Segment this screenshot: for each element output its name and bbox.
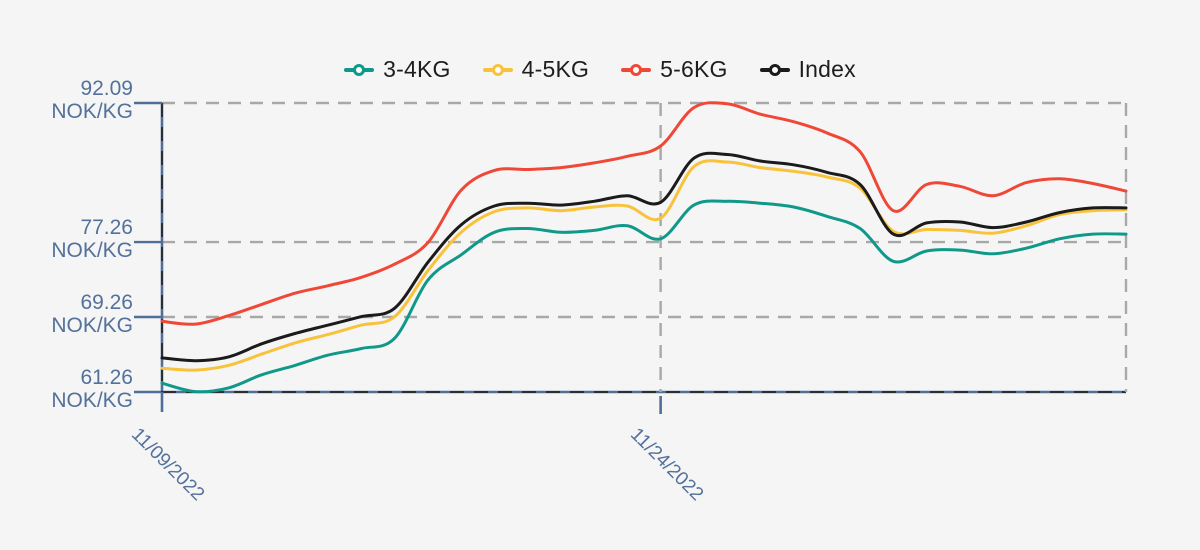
ring-icon bbox=[353, 63, 366, 76]
y-axis-label: 77.26 NOK/KG bbox=[51, 216, 133, 263]
legend-marker-4-5kg-icon bbox=[482, 63, 513, 76]
legend-label: 3-4KG bbox=[383, 56, 451, 82]
legend-item-4-5kg[interactable]: 4-5KG bbox=[482, 56, 590, 83]
series-line-index[interactable] bbox=[160, 151, 1128, 363]
y-axis-label: 61.26 NOK/KG bbox=[51, 366, 133, 412]
legend-label: Index bbox=[798, 56, 856, 82]
legend-marker-3-4kg-icon bbox=[344, 63, 375, 76]
series-line-5-6kg[interactable] bbox=[160, 101, 1128, 326]
legend-item-index[interactable]: Index bbox=[759, 56, 856, 83]
legend: 3-4KG 4-5KG 5-6KG Index bbox=[0, 56, 1200, 83]
y-axis-label: 69.26 NOK/KG bbox=[51, 291, 133, 337]
legend-item-3-4kg[interactable]: 3-4KG bbox=[344, 56, 450, 83]
series-line-4-5kg[interactable] bbox=[160, 159, 1128, 372]
legend-label: 4-5KG bbox=[521, 56, 590, 82]
legend-marker-index-icon bbox=[759, 63, 790, 76]
legend-item-5-6kg[interactable]: 5-6KG bbox=[621, 56, 727, 83]
ring-icon bbox=[630, 63, 643, 76]
series-line-3-4kg[interactable] bbox=[160, 199, 1128, 394]
legend-label: 5-6KG bbox=[660, 56, 728, 82]
ring-icon bbox=[491, 63, 504, 76]
legend-marker-5-6kg-icon bbox=[621, 63, 652, 76]
ring-icon bbox=[768, 63, 781, 76]
y-axis-label: 92.09 NOK/KG bbox=[51, 77, 133, 123]
